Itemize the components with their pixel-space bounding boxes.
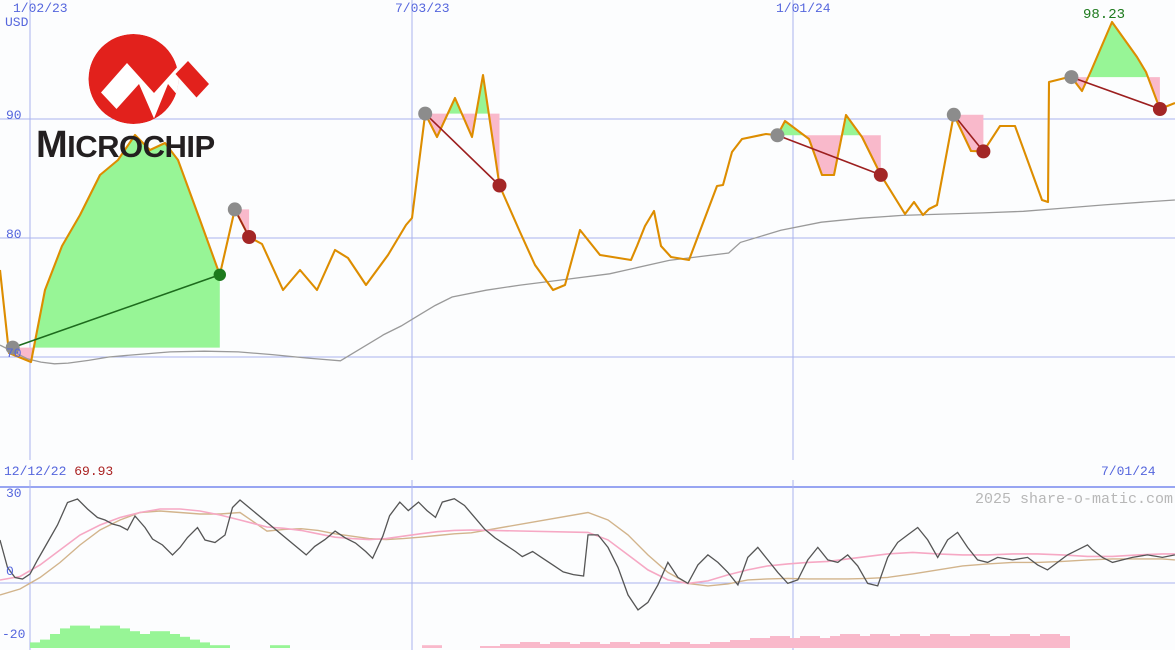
svg-text:MICROCHIP: MICROCHIP <box>36 124 215 166</box>
